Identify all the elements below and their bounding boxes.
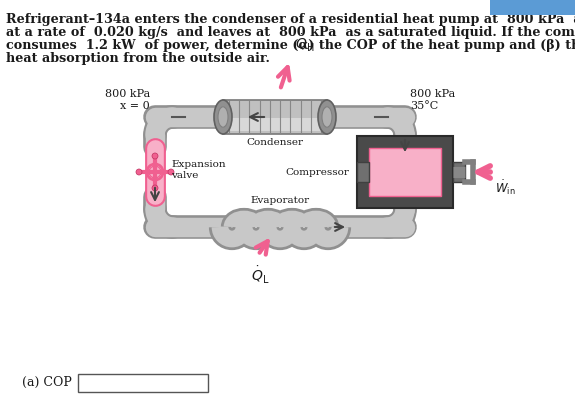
Ellipse shape: [218, 107, 228, 127]
Text: $\dot{Q}_\mathrm{H}$: $\dot{Q}_\mathrm{H}$: [295, 33, 315, 54]
Bar: [223, 100, 327, 134]
Ellipse shape: [214, 100, 232, 134]
Text: at a rate of  0.020 kg/s  and leaves at  800 kPa  as a saturated liquid. If the : at a rate of 0.020 kg/s and leaves at 80…: [6, 26, 575, 39]
Text: Evaporator: Evaporator: [251, 196, 309, 205]
Text: heat absorption from the outside air.: heat absorption from the outside air.: [6, 52, 270, 65]
Circle shape: [168, 169, 174, 175]
Text: Expansion
valve: Expansion valve: [171, 159, 225, 180]
Circle shape: [136, 169, 142, 175]
Text: 800 kPa: 800 kPa: [410, 89, 455, 99]
Bar: [490, 0, 575, 15]
Circle shape: [147, 164, 163, 180]
Text: consumes  1.2 kW  of power, determine (α) the COP of the heat pump and (β) the r: consumes 1.2 kW of power, determine (α) …: [6, 39, 575, 52]
Bar: [453, 162, 465, 182]
Text: 800 kPa: 800 kPa: [105, 89, 150, 99]
Bar: [357, 136, 453, 208]
Circle shape: [152, 153, 158, 159]
Text: $\dot{Q}_\mathrm{L}$: $\dot{Q}_\mathrm{L}$: [251, 265, 269, 286]
Bar: [369, 148, 441, 196]
Circle shape: [149, 166, 161, 178]
Circle shape: [152, 185, 158, 191]
Text: Refrigerant–134a enters the condenser of a residential heat pump at  800 kPa  an: Refrigerant–134a enters the condenser of…: [6, 13, 575, 26]
Ellipse shape: [322, 107, 332, 127]
Text: 35°C: 35°C: [410, 101, 438, 111]
Ellipse shape: [318, 100, 336, 134]
Bar: [357, 162, 369, 182]
Text: Condenser: Condenser: [247, 138, 304, 147]
Text: x = 0: x = 0: [120, 101, 150, 111]
Text: Compressor: Compressor: [285, 168, 349, 176]
Bar: [225, 118, 325, 131]
Text: (a) COP: (a) COP: [22, 375, 72, 389]
Text: $\dot{W}_\mathrm{in}$: $\dot{W}_\mathrm{in}$: [495, 178, 516, 197]
Bar: [78, 374, 208, 392]
